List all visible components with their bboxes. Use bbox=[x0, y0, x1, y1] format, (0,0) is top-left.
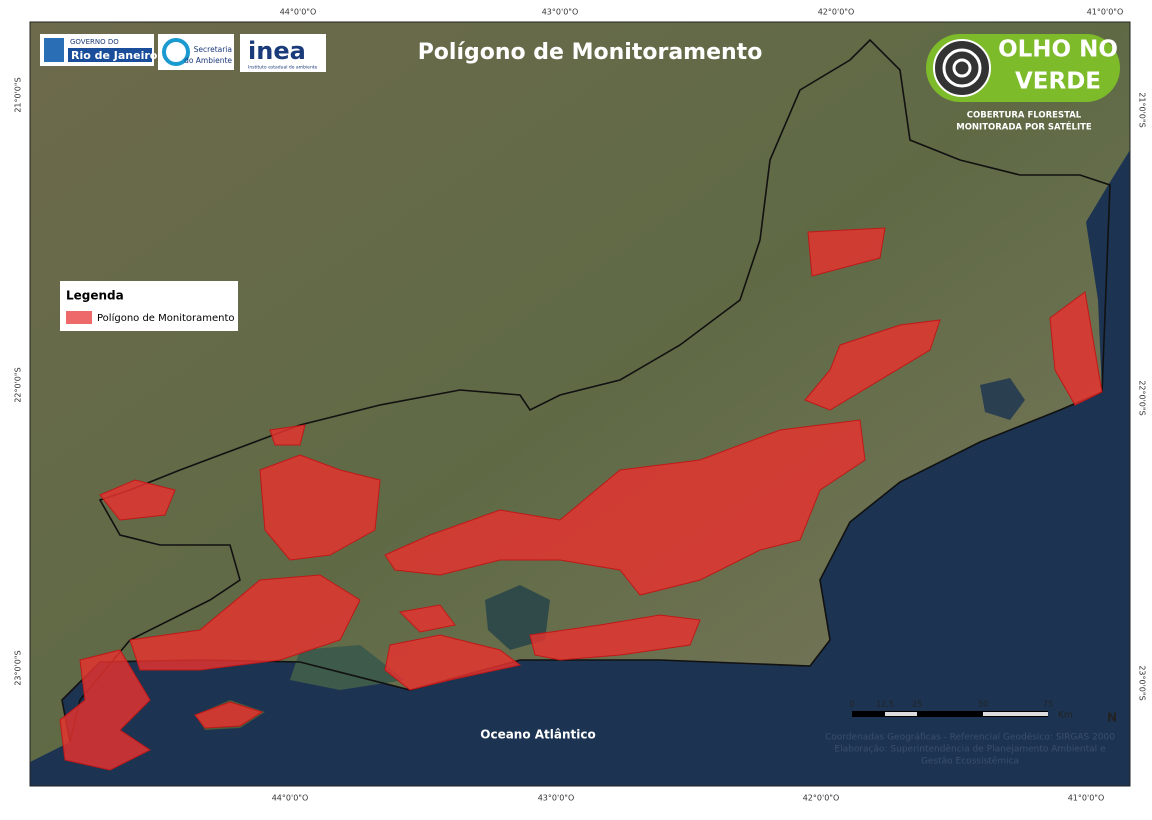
polygon bbox=[194, 701, 264, 729]
polygon bbox=[398, 604, 456, 633]
grid-label: 41°0'0"O bbox=[1068, 794, 1105, 803]
grid-label: 22°0'0"S bbox=[14, 367, 23, 402]
grid-label: 43°0'0"O bbox=[538, 794, 575, 803]
grid-label: 43°0'0"O bbox=[542, 8, 579, 17]
scale-label: 50 bbox=[978, 700, 988, 709]
grid-label: 22°0'0"S bbox=[1138, 380, 1147, 415]
ocean bbox=[30, 150, 1130, 786]
grid-labels: 44°0'0"O 43°0'0"O 42°0'0"O 41°0'0"O 44°0'0"O… bbox=[14, 8, 1147, 803]
olho-emblem bbox=[942, 48, 982, 88]
scale-unit: Km bbox=[1058, 711, 1073, 721]
olho-text: OLHO NO bbox=[998, 37, 1118, 63]
grid-label: 21°0'0"S bbox=[1138, 92, 1147, 127]
olho-emblem bbox=[952, 58, 972, 78]
olho-emblem bbox=[933, 39, 991, 97]
olho-sub: MONITORADA POR SATÉLITE bbox=[956, 121, 1092, 133]
credits: Coordenadas Geográficas - Referencial Ge… bbox=[825, 732, 1115, 767]
grid-label: 44°0'0"O bbox=[280, 8, 317, 17]
polygon bbox=[804, 319, 941, 411]
lagoon bbox=[980, 378, 1025, 420]
scale-label: 25 bbox=[912, 700, 922, 709]
scale-label: 12,5 bbox=[876, 700, 894, 709]
credit-line: Elaboração: Superintendência de Planejam… bbox=[834, 744, 1106, 755]
gov-band bbox=[68, 48, 152, 62]
map-frame bbox=[29, 21, 1131, 787]
scale-bar bbox=[852, 711, 1048, 717]
sea-text: do Ambiente bbox=[184, 56, 232, 65]
legend-title: Legenda bbox=[66, 289, 124, 303]
scale-segment bbox=[885, 712, 917, 716]
legend-label: Polígono de Monitoramento bbox=[97, 312, 235, 324]
grid-label: 42°0'0"O bbox=[803, 794, 840, 803]
gov-text: GOVERNO DO bbox=[70, 38, 119, 46]
ocean-label: Oceano Atlântico bbox=[480, 728, 596, 742]
grid-label: 42°0'0"O bbox=[818, 8, 855, 17]
guanabara-bay bbox=[485, 585, 550, 650]
grid-label: 23°0'0"S bbox=[14, 650, 23, 685]
olho-sub: COBERTURA FLORESTAL bbox=[967, 111, 1082, 121]
grid-label: 41°0'0"O bbox=[1087, 8, 1124, 17]
credit-line: Gestão Ecossistêmica bbox=[921, 756, 1019, 767]
sea-emblem bbox=[162, 38, 190, 66]
north-arrow: N bbox=[1107, 711, 1117, 725]
polygon bbox=[259, 454, 381, 561]
polygon bbox=[269, 424, 306, 446]
monitoring-polygons bbox=[59, 227, 1103, 771]
credit-line: Coordenadas Geográficas - Referencial Ge… bbox=[825, 732, 1115, 743]
sepetiba-bay bbox=[290, 645, 405, 690]
olho-text: VERDE bbox=[1015, 69, 1101, 95]
polygon bbox=[99, 479, 176, 521]
sea-text: Secretaria bbox=[194, 45, 232, 54]
polygon bbox=[529, 614, 701, 661]
inea-sub: Instituto estadual do ambiente bbox=[248, 65, 318, 71]
gov-text: Rio de Janeiro bbox=[71, 49, 158, 62]
polygon bbox=[384, 634, 522, 691]
map-title: Polígono de Monitoramento bbox=[418, 40, 763, 65]
scale-segment bbox=[852, 711, 1048, 717]
gov-emblem bbox=[44, 38, 64, 62]
scale-segment bbox=[983, 712, 1048, 716]
grid-label: 21°0'0"S bbox=[14, 77, 23, 112]
grid-label: 23°0'0"S bbox=[1138, 665, 1147, 700]
grid-label: 44°0'0"O bbox=[272, 794, 309, 803]
scale-label: 0 bbox=[849, 700, 854, 709]
polygon bbox=[807, 227, 886, 277]
inea-text: inea bbox=[248, 37, 306, 65]
scale-labels: 0 12,5 25 50 75 bbox=[849, 700, 1053, 709]
polygon bbox=[384, 419, 866, 596]
polygon bbox=[1049, 291, 1103, 406]
legend-swatch bbox=[66, 311, 92, 324]
polygon bbox=[129, 574, 361, 671]
scale-label: 75 bbox=[1043, 700, 1053, 709]
polygon bbox=[59, 649, 151, 771]
inea-logo bbox=[240, 34, 326, 72]
